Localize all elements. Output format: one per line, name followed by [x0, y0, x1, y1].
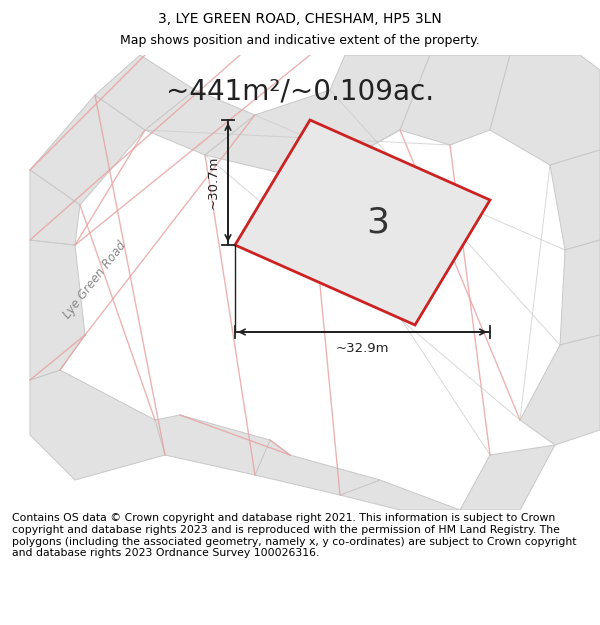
Polygon shape — [95, 55, 195, 130]
Polygon shape — [560, 240, 600, 345]
Polygon shape — [30, 240, 85, 380]
Text: Contains OS data © Crown copyright and database right 2021. This information is : Contains OS data © Crown copyright and d… — [12, 514, 577, 558]
Text: 3, LYE GREEN ROAD, CHESHAM, HP5 3LN: 3, LYE GREEN ROAD, CHESHAM, HP5 3LN — [158, 12, 442, 26]
Text: Map shows position and indicative extent of the property.: Map shows position and indicative extent… — [120, 34, 480, 47]
Polygon shape — [340, 480, 460, 510]
Polygon shape — [30, 170, 80, 245]
Polygon shape — [255, 440, 380, 495]
Text: ~30.7m: ~30.7m — [207, 156, 220, 209]
Text: 3: 3 — [366, 206, 389, 239]
Polygon shape — [30, 370, 165, 480]
Polygon shape — [30, 95, 145, 205]
Polygon shape — [490, 55, 600, 165]
Text: ~441m²/~0.109ac.: ~441m²/~0.109ac. — [166, 77, 434, 105]
Polygon shape — [550, 150, 600, 250]
Polygon shape — [520, 335, 600, 445]
Polygon shape — [235, 120, 490, 325]
Text: Lye Green Road: Lye Green Road — [61, 239, 129, 321]
Polygon shape — [400, 55, 510, 145]
Polygon shape — [205, 55, 430, 180]
Text: ~32.9m: ~32.9m — [336, 342, 389, 355]
Polygon shape — [460, 445, 555, 510]
Polygon shape — [155, 415, 270, 475]
Polygon shape — [145, 90, 255, 155]
